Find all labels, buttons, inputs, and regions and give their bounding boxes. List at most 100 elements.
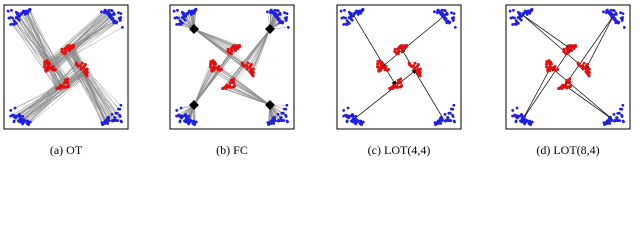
panel-frame bbox=[3, 4, 129, 130]
source-point bbox=[602, 10, 605, 14]
transport-line bbox=[44, 20, 114, 65]
source-point bbox=[21, 114, 25, 118]
source-point bbox=[175, 23, 179, 26]
flow-line bbox=[193, 50, 236, 106]
source-point bbox=[518, 15, 522, 19]
transport-line bbox=[46, 10, 106, 61]
transport-line bbox=[19, 64, 78, 117]
transport-line bbox=[16, 23, 58, 89]
caption: (c) LOT(4,4) bbox=[368, 143, 431, 157]
arrow bbox=[550, 66, 613, 120]
target-point bbox=[580, 64, 584, 68]
flow-line bbox=[193, 67, 218, 106]
source-point bbox=[350, 18, 354, 22]
source-point bbox=[511, 109, 515, 112]
source-point bbox=[524, 120, 528, 124]
target-point bbox=[66, 85, 70, 89]
transport-line bbox=[65, 50, 122, 106]
source-point bbox=[526, 9, 529, 13]
source-point bbox=[530, 8, 534, 12]
flow-line bbox=[223, 88, 271, 106]
source-point bbox=[609, 115, 612, 119]
target-point bbox=[399, 85, 403, 89]
panel: (c) LOT(4,4) bbox=[336, 4, 462, 157]
source-point bbox=[529, 120, 532, 124]
flow-line bbox=[229, 28, 271, 87]
flow-line bbox=[193, 28, 236, 50]
transport-line bbox=[14, 71, 85, 122]
source-point bbox=[172, 9, 176, 13]
target-point bbox=[545, 65, 549, 69]
source-point bbox=[27, 120, 30, 124]
source-point bbox=[342, 109, 346, 112]
source-point bbox=[525, 13, 529, 16]
transport-line bbox=[46, 10, 112, 69]
target-point bbox=[568, 85, 572, 89]
flow-line bbox=[233, 28, 271, 88]
transport-line bbox=[65, 53, 104, 124]
target-point bbox=[549, 62, 553, 66]
target-point bbox=[585, 70, 589, 74]
target-point bbox=[63, 78, 67, 82]
source-point bbox=[452, 12, 456, 16]
source-point bbox=[119, 103, 123, 107]
target-point bbox=[396, 85, 400, 89]
target-point bbox=[75, 63, 79, 67]
source-point bbox=[342, 23, 346, 26]
source-point bbox=[443, 112, 447, 116]
source-point bbox=[450, 11, 453, 15]
source-point bbox=[621, 119, 625, 123]
source-point bbox=[118, 107, 122, 111]
source-point bbox=[613, 17, 617, 21]
target-point bbox=[380, 62, 384, 66]
source-point bbox=[111, 17, 115, 21]
source-point bbox=[179, 106, 183, 110]
transport-line bbox=[23, 10, 65, 87]
target-point bbox=[418, 74, 422, 78]
flow-line bbox=[193, 70, 213, 106]
source-point bbox=[278, 12, 282, 16]
source-point bbox=[518, 114, 522, 118]
source-point bbox=[275, 9, 279, 12]
source-point bbox=[116, 119, 120, 122]
source-point bbox=[514, 115, 518, 119]
transport-line bbox=[12, 24, 57, 89]
target-point bbox=[412, 67, 416, 71]
target-point bbox=[232, 85, 236, 89]
source-point bbox=[10, 8, 13, 12]
transport-line bbox=[22, 68, 82, 121]
source-point bbox=[106, 12, 109, 16]
flow-line bbox=[223, 28, 271, 89]
source-point bbox=[6, 9, 10, 13]
target-point bbox=[587, 67, 591, 71]
source-point bbox=[175, 109, 179, 112]
source-point bbox=[612, 119, 616, 123]
target-point bbox=[393, 50, 397, 54]
source-point bbox=[282, 119, 286, 122]
source-point bbox=[21, 9, 25, 13]
target-point bbox=[568, 80, 572, 84]
source-point bbox=[192, 122, 196, 126]
target-point bbox=[78, 64, 82, 68]
transport-line bbox=[20, 66, 79, 121]
target-point bbox=[584, 65, 588, 69]
transport-line bbox=[25, 11, 68, 79]
transport-line bbox=[68, 48, 113, 122]
target-point bbox=[45, 66, 49, 70]
source-point bbox=[452, 119, 456, 123]
target-point bbox=[85, 74, 89, 78]
source-point bbox=[621, 16, 625, 19]
target-point bbox=[229, 78, 233, 82]
target-point bbox=[85, 67, 89, 71]
target-point bbox=[251, 67, 255, 71]
target-point bbox=[570, 48, 574, 52]
source-point bbox=[614, 19, 618, 23]
source-point bbox=[178, 115, 182, 119]
target-point bbox=[47, 62, 51, 66]
source-point bbox=[444, 17, 448, 21]
transport-line bbox=[51, 14, 115, 69]
flow-line bbox=[193, 45, 237, 106]
target-point bbox=[562, 50, 566, 54]
target-point bbox=[230, 45, 234, 49]
source-point bbox=[185, 119, 189, 123]
